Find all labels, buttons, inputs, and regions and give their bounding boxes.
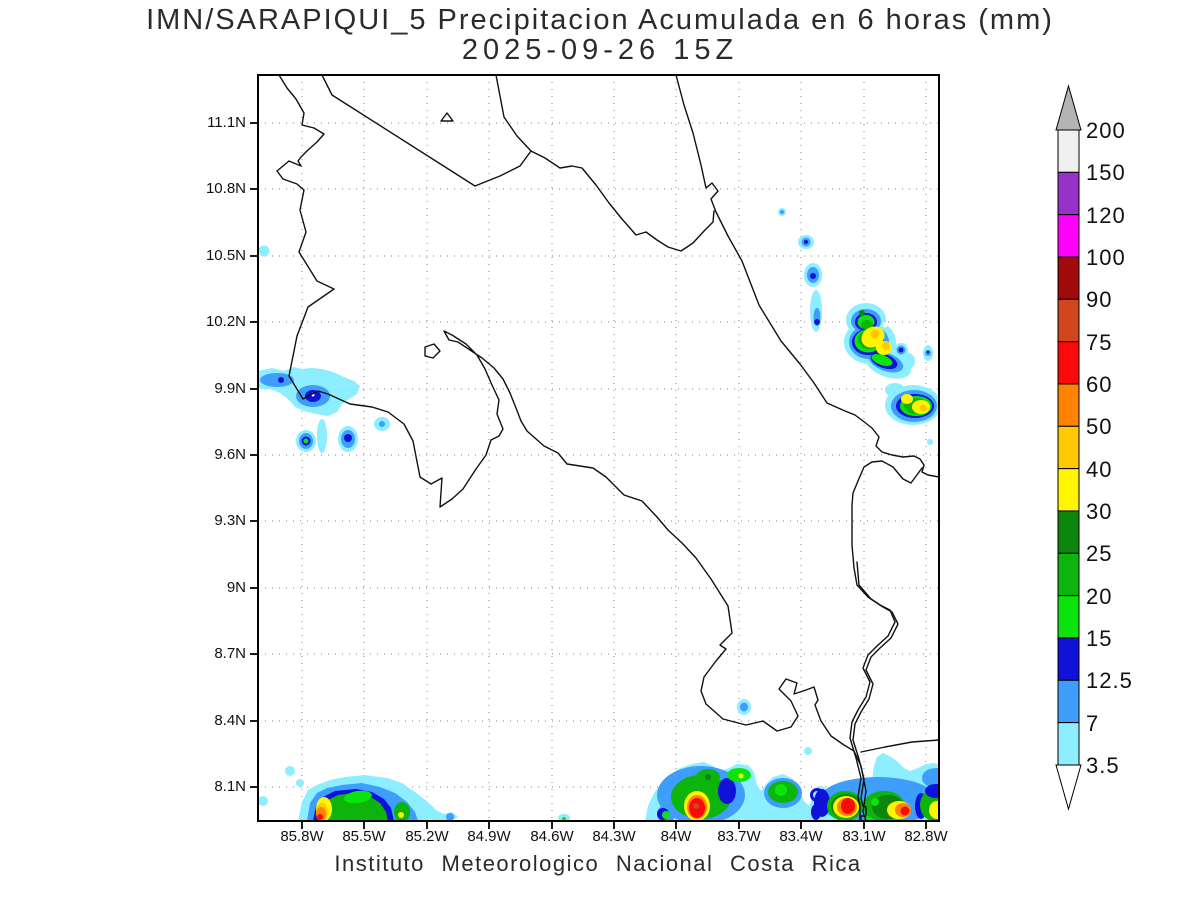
- y-tick-label: 9.6N: [214, 446, 246, 463]
- colorbar-label: 25: [1086, 541, 1113, 566]
- x-tick-label: 83.4W: [779, 828, 823, 845]
- san-juan-river-border: [530, 150, 715, 252]
- page-subtitle: 2025-09-26 15Z: [461, 34, 739, 66]
- precip-northeast-cluster: [844, 303, 939, 425]
- colorbar-segment: [1057, 595, 1080, 639]
- colorbar-segment: [1057, 298, 1080, 343]
- x-tick-label: 82.8W: [904, 828, 948, 845]
- colorbar-label: 30: [1086, 499, 1113, 524]
- colorbar-segment: [1057, 510, 1080, 554]
- axis-ticks: [250, 122, 927, 829]
- y-tick-label: 10.5N: [205, 247, 246, 264]
- colorbar-segment: [1057, 341, 1080, 385]
- colorbar-segment: [1057, 637, 1080, 681]
- colorbar-label: 60: [1086, 372, 1113, 397]
- colorbar: [1055, 84, 1082, 811]
- colorbar-segment: [1057, 256, 1080, 300]
- colorbar-label: 50: [1086, 414, 1113, 439]
- page-title: IMN/SARAPIQUI_5 Precipitacion Acumulada …: [146, 4, 1054, 36]
- y-tick-label: 11.1N: [207, 114, 246, 131]
- colorbar-segment: [1057, 722, 1080, 766]
- precip-contours: [258, 208, 939, 821]
- lake-island: [440, 112, 454, 122]
- precip-north-dots: [258, 208, 933, 715]
- lake-nicaragua-west-shore: [321, 75, 476, 187]
- colorbar-label: 12.5: [1086, 668, 1133, 693]
- colorbar-label: 20: [1086, 584, 1113, 609]
- colorbar-segment: [1057, 129, 1080, 173]
- x-tick-label: 84W: [660, 828, 692, 845]
- y-tick-label: 10.8N: [205, 180, 246, 197]
- colorbar-segment: [1057, 552, 1080, 597]
- chart-footer: Instituto Meteorologico Nacional Costa R…: [334, 851, 862, 876]
- precip-southeast-cluster: [558, 747, 939, 821]
- colorbar-label: 90: [1086, 287, 1113, 312]
- y-tick-label: 9.3N: [214, 512, 246, 529]
- colorbar-segment: [1057, 468, 1080, 512]
- colorbar-label: 15: [1086, 626, 1113, 651]
- colorbar-label: 200: [1086, 118, 1126, 143]
- x-tick-label: 85.2W: [405, 828, 449, 845]
- map-outline: [276, 75, 939, 821]
- lake-nicaragua-east-shore: [474, 75, 532, 187]
- precip-southwest-cluster: [258, 766, 458, 821]
- colorbar-segment: [1057, 679, 1080, 724]
- panama-border: [849, 460, 923, 821]
- panama-pacific-coastline: [860, 739, 939, 753]
- colorbar-label: 40: [1086, 457, 1113, 482]
- x-tick-label: 83.7W: [717, 828, 761, 845]
- y-tick-label: 8.4N: [214, 712, 246, 729]
- colorbar-label: 150: [1086, 160, 1126, 185]
- x-tick-label: 83.1W: [842, 828, 886, 845]
- y-tick-label: 9N: [226, 579, 246, 596]
- colorbar-label: 100: [1086, 245, 1126, 270]
- colorbar-segment: [1057, 425, 1080, 470]
- x-tick-label: 85.5W: [342, 828, 386, 845]
- gulf-island: [424, 343, 441, 359]
- grid-lines: [258, 75, 939, 821]
- caribbean-coastline: [675, 75, 939, 478]
- colorbar-arrow-top: [1055, 84, 1082, 131]
- colorbar-label: 75: [1086, 330, 1113, 355]
- y-tick-label: 8.7N: [214, 645, 246, 662]
- precip-west-cluster: [258, 367, 390, 453]
- colorbar-label: 3.5: [1086, 753, 1120, 778]
- colorbar-label: 120: [1086, 203, 1126, 228]
- x-tick-label: 84.6W: [530, 828, 574, 845]
- panama-border-inner: [852, 561, 899, 821]
- y-tick-label: 10.2N: [205, 313, 246, 330]
- colorbar-segment: [1057, 214, 1080, 258]
- colorbar-segment: [1057, 171, 1080, 216]
- y-tick-label: 8.1N: [214, 778, 246, 795]
- x-tick-label: 84.3W: [592, 828, 636, 845]
- plot-frame: [257, 74, 940, 822]
- colorbar-arrow-bottom: [1055, 764, 1082, 811]
- x-tick-label: 84.9W: [467, 828, 511, 845]
- x-tick-label: 85.8W: [280, 828, 324, 845]
- colorbar-segment: [1057, 383, 1080, 427]
- pacific-coastline: [276, 75, 867, 821]
- y-tick-label: 9.9N: [214, 380, 246, 397]
- colorbar-label: 7: [1086, 711, 1100, 736]
